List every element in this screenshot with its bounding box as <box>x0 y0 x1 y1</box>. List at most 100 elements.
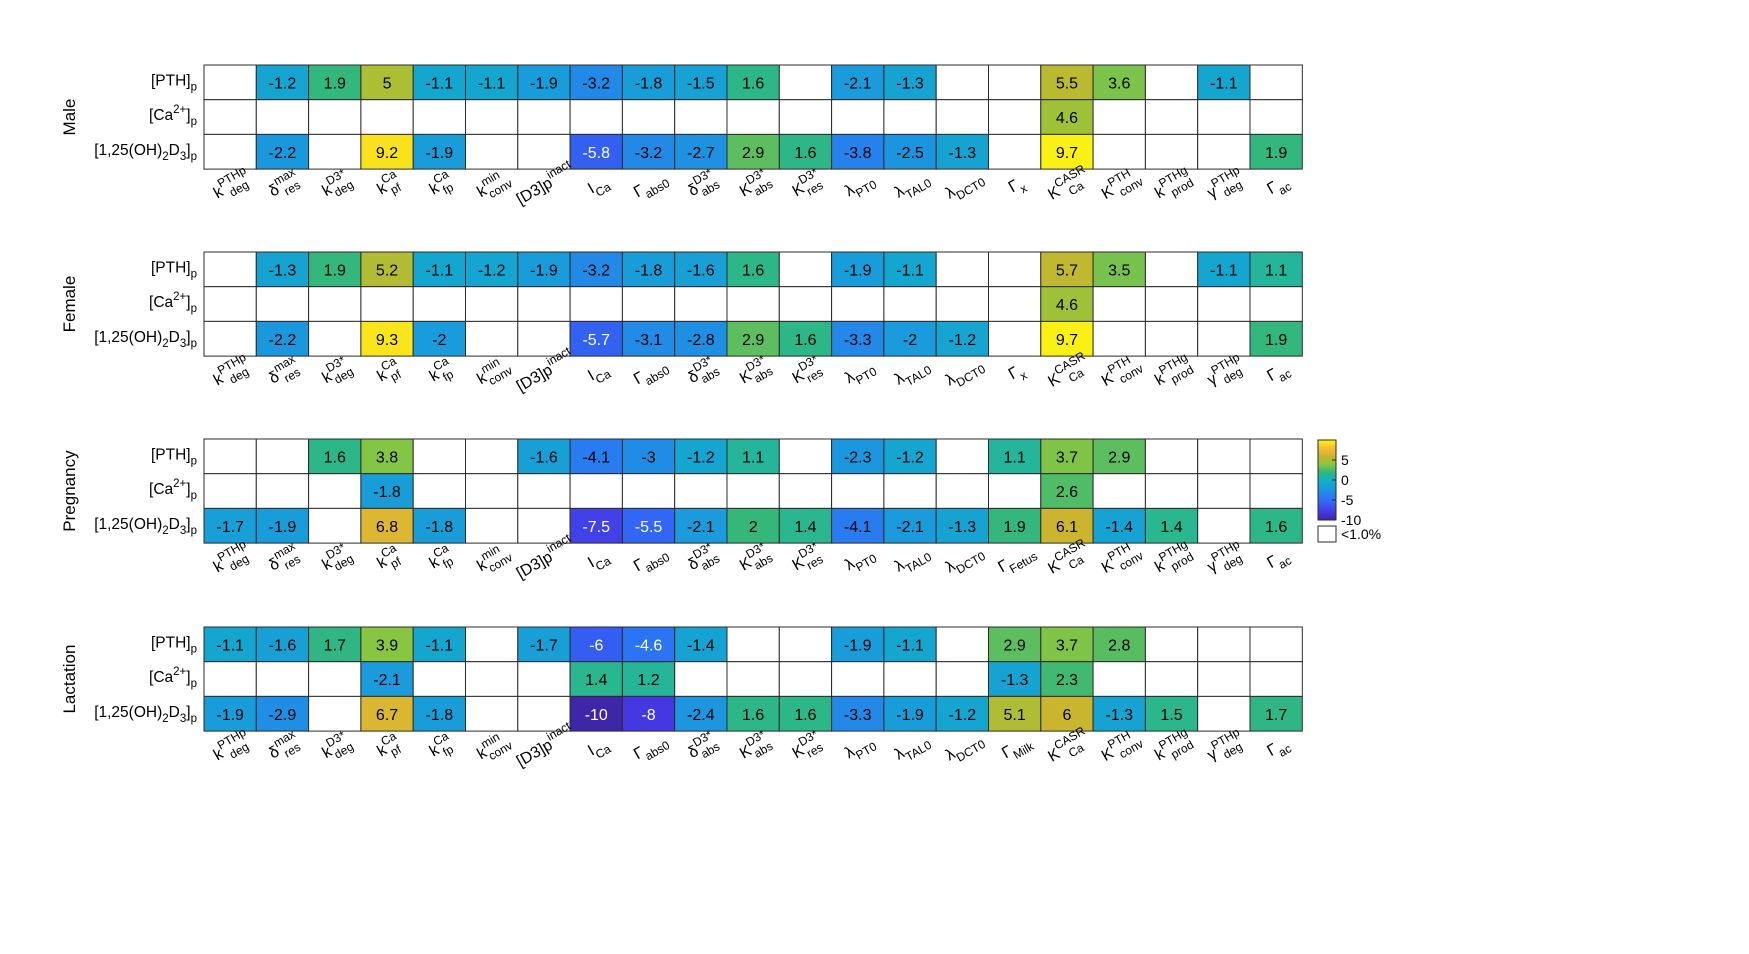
column-label: kD3*deg <box>316 539 356 578</box>
heatmap-cell <box>883 507 937 544</box>
cell-value: -1.3 <box>949 145 977 162</box>
heatmap-cell <box>1092 626 1146 663</box>
heatmap-cell <box>465 320 519 357</box>
column-label: λDCT0 <box>943 175 988 203</box>
column-label: kCafp <box>427 729 456 761</box>
cell-value: 1.4 <box>585 672 607 689</box>
heatmap-cell <box>831 286 885 322</box>
cell-value: -3.3 <box>844 332 872 349</box>
svg-text:kD3*deg: kD3*deg <box>316 539 356 578</box>
heatmap-cell <box>935 320 990 357</box>
cell-value: -1.1 <box>426 75 454 92</box>
heatmap-cell <box>360 251 414 288</box>
heatmap-cell <box>203 133 257 170</box>
heatmap-cell <box>203 507 257 544</box>
heatmap-cell <box>1144 286 1199 322</box>
heatmap-cell <box>1040 133 1094 170</box>
heatmap-cell <box>1197 99 1251 135</box>
cell-value: 1.4 <box>794 519 816 536</box>
svg-text:δD3*abs: δD3*abs <box>682 352 722 391</box>
heatmap-cell <box>883 695 937 732</box>
heatmap-cell <box>1144 99 1199 135</box>
svg-text:Γabs0: Γabs0 <box>631 356 672 393</box>
column-label: kminconv <box>474 541 515 575</box>
colorbar: 5 0 -5 -10<1.0% <box>1317 439 1381 543</box>
column-label: kD3*deg <box>319 166 356 200</box>
heatmap-cell <box>726 695 780 732</box>
cell-value: 1.7 <box>324 637 346 654</box>
column-label: λPT0 <box>842 739 879 762</box>
heatmap-cell <box>517 133 571 170</box>
panel-label: Pregnancy <box>60 450 79 532</box>
heatmap-cell <box>1249 695 1303 732</box>
column-label: Γac <box>1264 553 1294 572</box>
column-label: λPT0 <box>842 364 879 387</box>
heatmap-cell <box>203 320 257 357</box>
cell-value: 3.9 <box>376 637 398 654</box>
heatmap-cell <box>569 99 623 135</box>
heatmap-cell <box>360 661 414 697</box>
svg-text:kCafp: kCafp <box>424 354 458 390</box>
heatmap-cell <box>1144 438 1199 475</box>
cell-value: 1.1 <box>742 449 764 466</box>
cell-value: -1.3 <box>1001 672 1029 689</box>
heatmap-cell <box>988 251 1042 288</box>
heatmap-cell <box>1092 320 1146 357</box>
heatmap-cell <box>360 99 414 135</box>
column-label: λDCT0 <box>943 362 988 390</box>
svg-text:δmaxres: δmaxres <box>263 352 304 392</box>
cell-value: 1.6 <box>794 332 816 349</box>
svg-text:ICa: ICa <box>585 360 613 389</box>
empty-legend-label: <1.0% <box>1341 526 1381 542</box>
heatmap-cell <box>569 251 623 288</box>
heatmap-cell <box>255 661 310 697</box>
heatmap-cell <box>1144 661 1199 697</box>
column-label: kCapf <box>374 729 404 761</box>
heatmap-cell <box>778 438 833 475</box>
heatmap-cell <box>1040 99 1094 135</box>
cell-value: 5.7 <box>1056 262 1078 279</box>
cell-value: -3 <box>641 449 655 466</box>
panel-female: Female -1.3 1.9 5.2 -1.1 -1.2 -1.9 -3.2 -1.8 -1.6… <box>60 251 1303 395</box>
column-label: kCafp <box>427 167 456 199</box>
column-label: kCafp <box>424 354 458 390</box>
cell-value: -1.1 <box>1210 75 1238 92</box>
heatmap-cell <box>517 661 571 697</box>
heatmap-cell <box>308 286 362 322</box>
cell-value: 1.5 <box>1160 707 1182 724</box>
cell-value: -1.2 <box>896 449 924 466</box>
heatmap-cell <box>988 695 1042 732</box>
column-label: ICa <box>585 180 613 200</box>
cell-value: 3.6 <box>1108 75 1130 92</box>
row-label: [1,25(OH)2D3]p <box>94 329 197 350</box>
heatmap-cell <box>621 64 676 101</box>
cell-value: 6.8 <box>376 519 398 536</box>
cell-value: 1.9 <box>324 75 346 92</box>
heatmap-cell <box>883 286 937 322</box>
heatmap-cell <box>517 286 571 322</box>
cell-value: -1.2 <box>478 262 506 279</box>
heatmap-cell <box>255 695 310 732</box>
heatmap-cell <box>674 626 728 663</box>
heatmap-cell <box>778 286 833 322</box>
cell-value: 6 <box>1062 707 1071 724</box>
colorbar-tick-label: 5 <box>1341 452 1349 468</box>
heatmap-cell <box>203 473 257 509</box>
heatmap-cell <box>203 438 257 475</box>
cell-value: 6.1 <box>1056 519 1078 536</box>
heatmap-cell <box>988 64 1042 101</box>
column-label: kCapf <box>374 354 404 386</box>
svg-text:δD3*abs: δD3*abs <box>682 539 722 578</box>
heatmap-cell <box>1144 473 1199 509</box>
column-label: δD3*abs <box>682 352 722 391</box>
cell-value: -2.5 <box>896 145 924 162</box>
heatmap-cell <box>1249 507 1303 544</box>
cell-value: 3.7 <box>1056 637 1078 654</box>
column-label: kminconv <box>474 354 515 388</box>
heatmap-cell <box>1197 473 1251 509</box>
svg-text:δmaxres: δmaxres <box>263 539 304 579</box>
cell-value: -8 <box>641 707 655 724</box>
svg-text:λTAL0: λTAL0 <box>892 543 934 580</box>
heatmap-cell <box>412 99 467 135</box>
column-label: ICa <box>585 360 613 389</box>
